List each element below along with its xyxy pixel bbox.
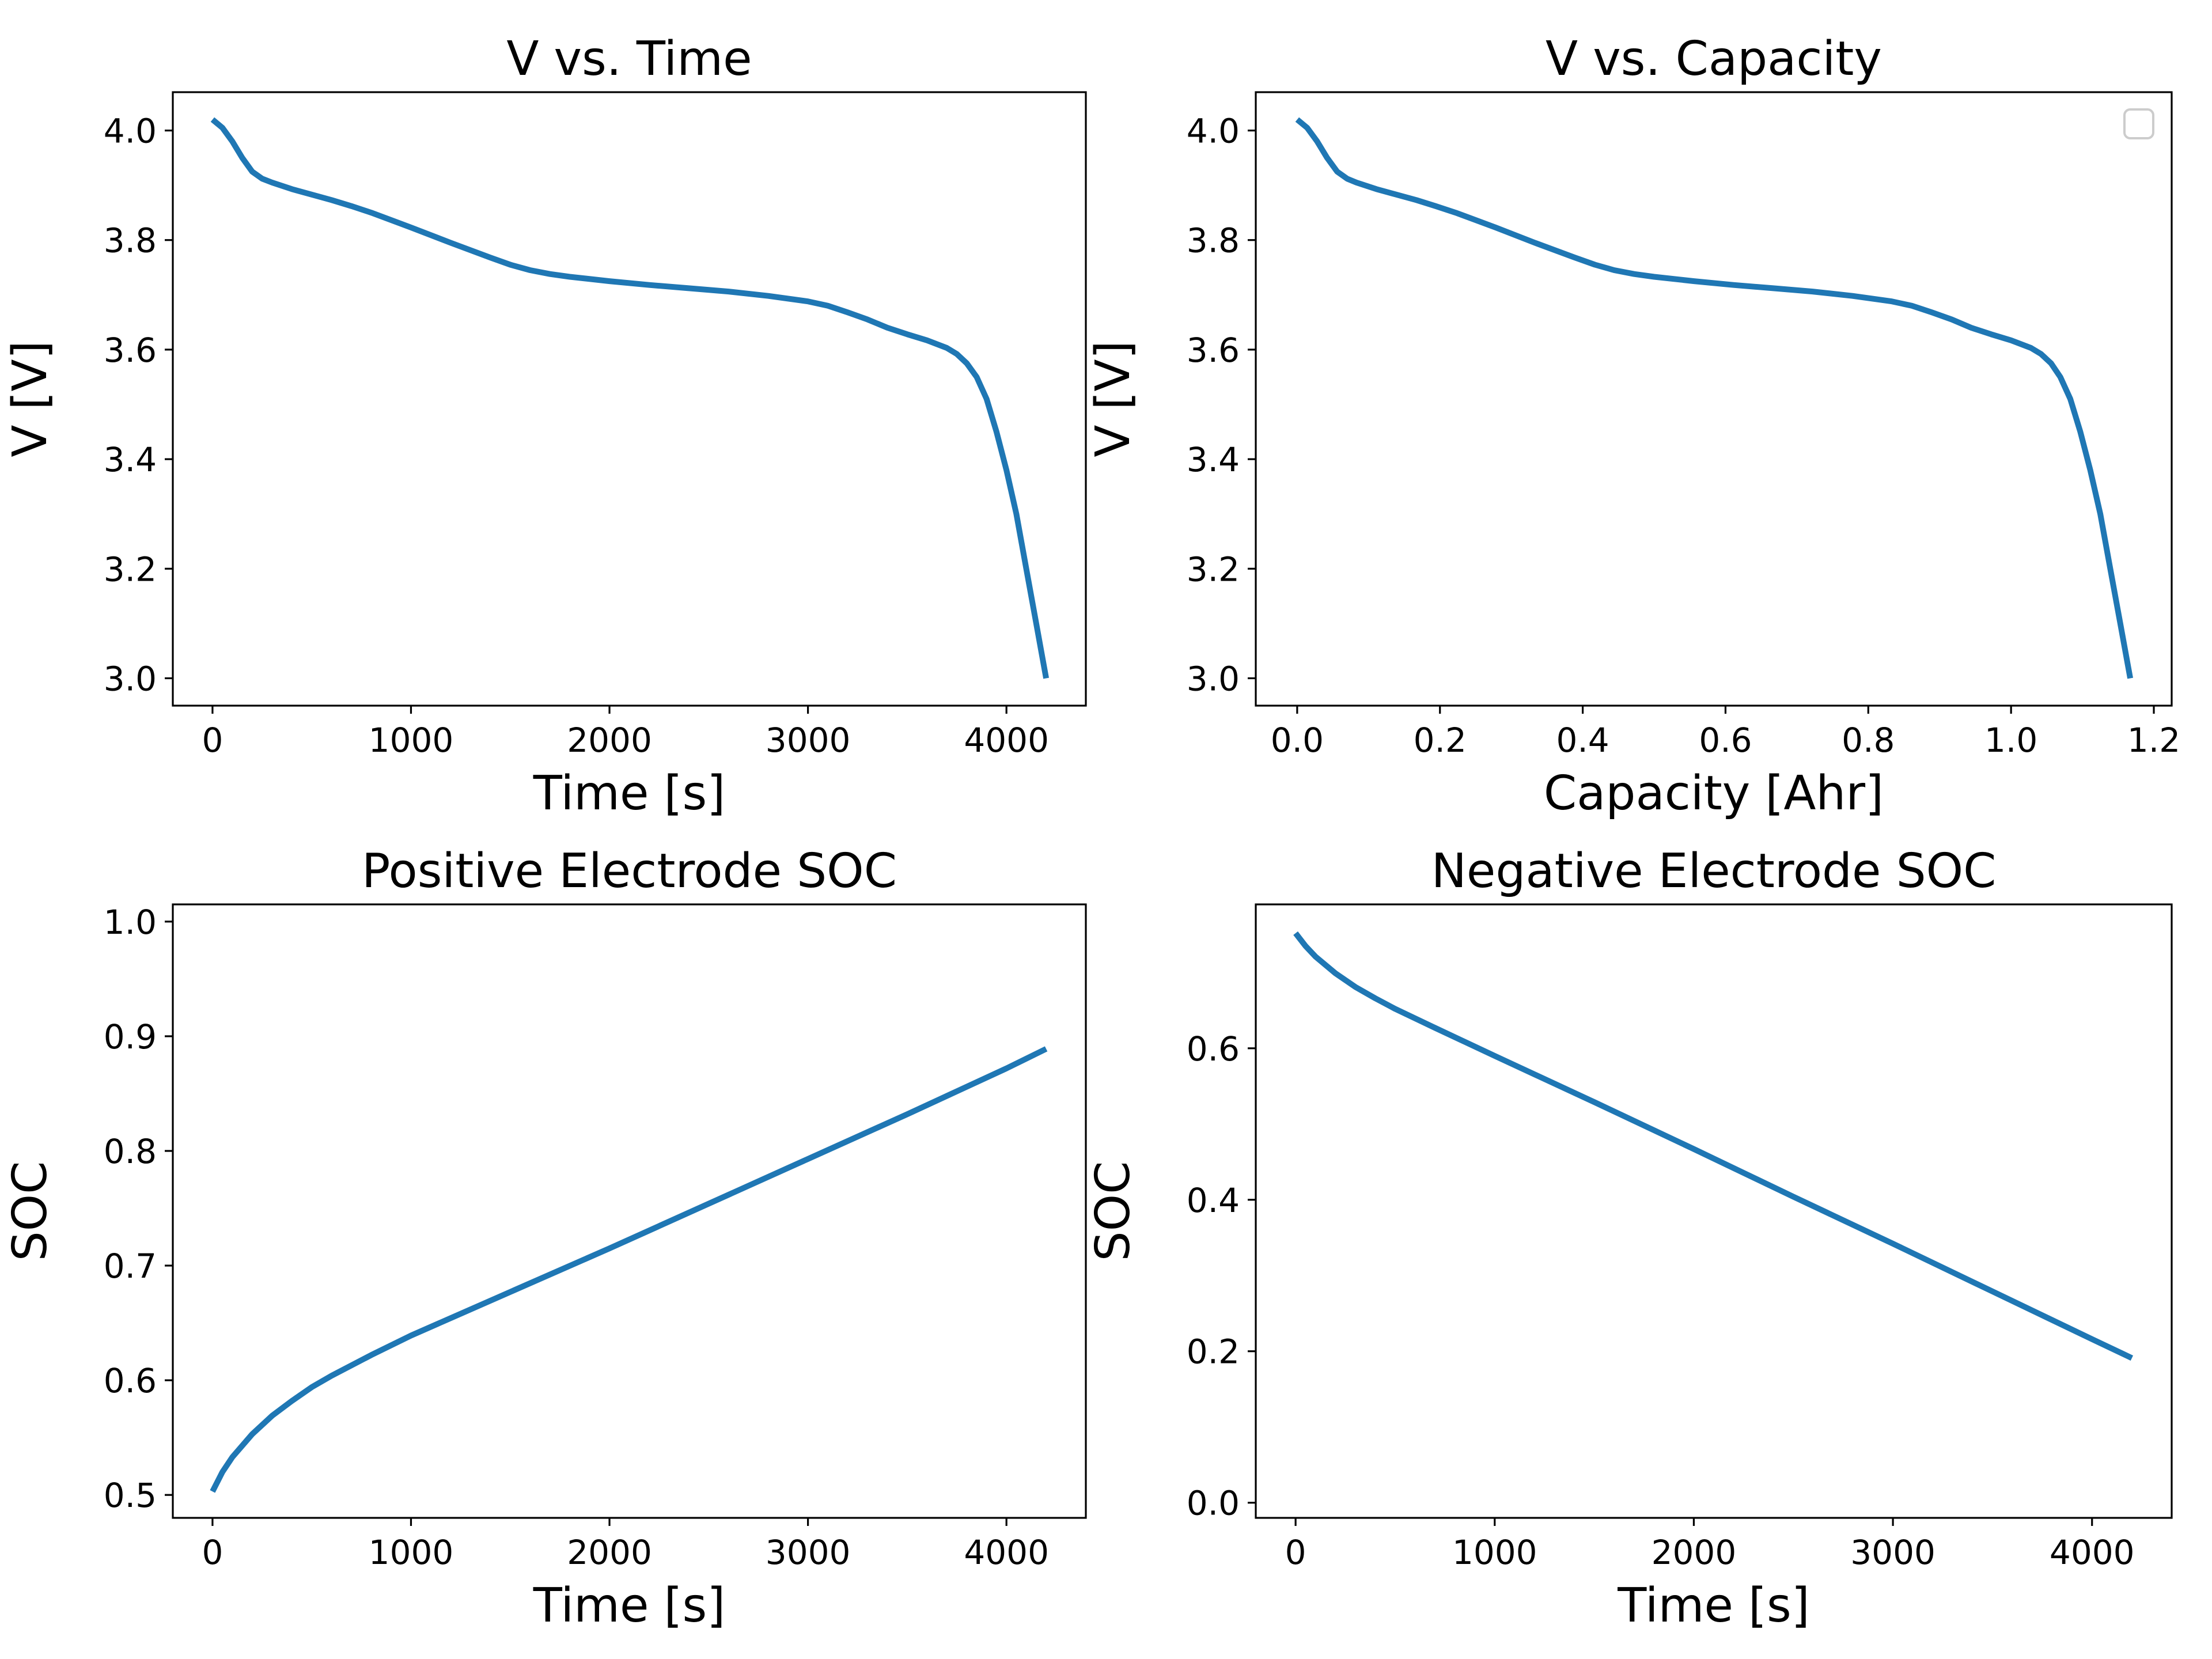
plot-frame: [1255, 91, 2173, 707]
y-tick-label: 3.6: [1187, 331, 1240, 370]
y-tick-label: 4.0: [1187, 112, 1240, 151]
y-tick-label: 0.5: [104, 1476, 157, 1515]
x-tick-label: 0.0: [1271, 721, 1324, 760]
y-tick-label: 3.8: [1187, 221, 1240, 260]
x-tick-label: 4000: [964, 1533, 1049, 1572]
y-tick-label: 0.0: [1187, 1484, 1240, 1523]
x-tick-label: 3000: [1850, 1533, 1936, 1572]
x-tick-label: 4000: [2050, 1533, 2135, 1572]
y-tick-label: 3.0: [1187, 659, 1240, 698]
y-axis-label: SOC: [1086, 1161, 1141, 1262]
y-tick-label: 0.6: [104, 1361, 157, 1400]
y-tick-label: 0.4: [1187, 1181, 1240, 1220]
series-line: [1295, 117, 2134, 679]
y-tick-label: 3.4: [1187, 440, 1240, 479]
series-line: [210, 117, 1050, 679]
y-tick-label: 0.9: [104, 1017, 157, 1056]
subplot-negative-electrode-soc: 0 1000 2000 3000 4000 0.0 0.2 0.4 0.6 Negative El…: [1086, 844, 2173, 1633]
y-tick-label: 3.0: [104, 659, 157, 698]
x-tick-label: 0.6: [1699, 721, 1752, 760]
x-tick-label: 1000: [369, 1533, 454, 1572]
x-tick-label: 1000: [369, 721, 454, 760]
y-tick-label: 3.2: [1187, 550, 1240, 589]
x-tick-label: 3000: [766, 721, 851, 760]
plot-frame: [172, 91, 1087, 707]
x-tick-label: 3000: [766, 1533, 851, 1572]
subplot-v-vs-time: 0 1000 2000 3000 4000 3.0 3.2 3.4 3.6 3.8 4.0 V vs.…: [3, 32, 1087, 821]
x-tick-label: 1.0: [1984, 721, 2037, 760]
x-tick-label: 0.2: [1414, 721, 1467, 760]
series-line: [1293, 931, 2134, 1361]
y-tick-label: 3.6: [104, 331, 157, 370]
x-tick-label: 0: [202, 721, 223, 760]
x-tick-label: 0.8: [1842, 721, 1895, 760]
x-axis-label: Capacity [Ahr]: [1544, 766, 1884, 821]
chart-title: Negative Electrode SOC: [1431, 844, 1997, 899]
chart-title: Positive Electrode SOC: [362, 844, 897, 899]
y-axis-label: SOC: [3, 1161, 58, 1262]
legend-box: [2123, 108, 2154, 139]
plot-frame: [1255, 903, 2173, 1519]
x-tick-label: 2000: [567, 1533, 652, 1572]
y-tick-label: 0.8: [104, 1132, 157, 1171]
y-axis-label: V [V]: [3, 340, 58, 457]
x-tick-label: 1000: [1452, 1533, 1537, 1572]
chart-title: V vs. Time: [506, 32, 752, 86]
plot-frame: [172, 903, 1087, 1519]
x-tick-label: 0: [202, 1533, 223, 1572]
x-tick-label: 2000: [1652, 1533, 1737, 1572]
y-axis-label: V [V]: [1086, 340, 1141, 457]
x-tick-label: 4000: [964, 721, 1049, 760]
y-tick-label: 1.0: [104, 903, 157, 942]
y-tick-label: 3.2: [104, 550, 157, 589]
y-tick-label: 0.2: [1187, 1332, 1240, 1372]
x-axis-label: Time [s]: [1617, 1578, 1809, 1633]
x-axis-label: Time [s]: [533, 766, 725, 821]
series-line: [210, 1046, 1048, 1493]
x-tick-label: 2000: [567, 721, 652, 760]
y-tick-label: 3.4: [104, 440, 157, 479]
y-tick-label: 0.6: [1187, 1029, 1240, 1069]
subplot-v-vs-capacity: 0.0 0.2 0.4 0.6 0.8 1.0 1.2 3.0 3.2 3.4 3.6 3.8 4.0 V…: [1086, 32, 2180, 821]
x-tick-label: 1.2: [2127, 721, 2180, 760]
y-tick-label: 4.0: [104, 112, 157, 151]
y-tick-label: 3.8: [104, 221, 157, 260]
chart-title: V vs. Capacity: [1546, 32, 1882, 86]
x-axis-label: Time [s]: [533, 1578, 725, 1633]
x-tick-label: 0: [1285, 1533, 1306, 1572]
x-tick-label: 0.4: [1556, 721, 1609, 760]
subplot-positive-electrode-soc: 0 1000 2000 3000 4000 0.5 0.6 0.7 0.8 0.9 1.0 Posit…: [3, 844, 1087, 1633]
y-tick-label: 0.7: [104, 1247, 157, 1286]
